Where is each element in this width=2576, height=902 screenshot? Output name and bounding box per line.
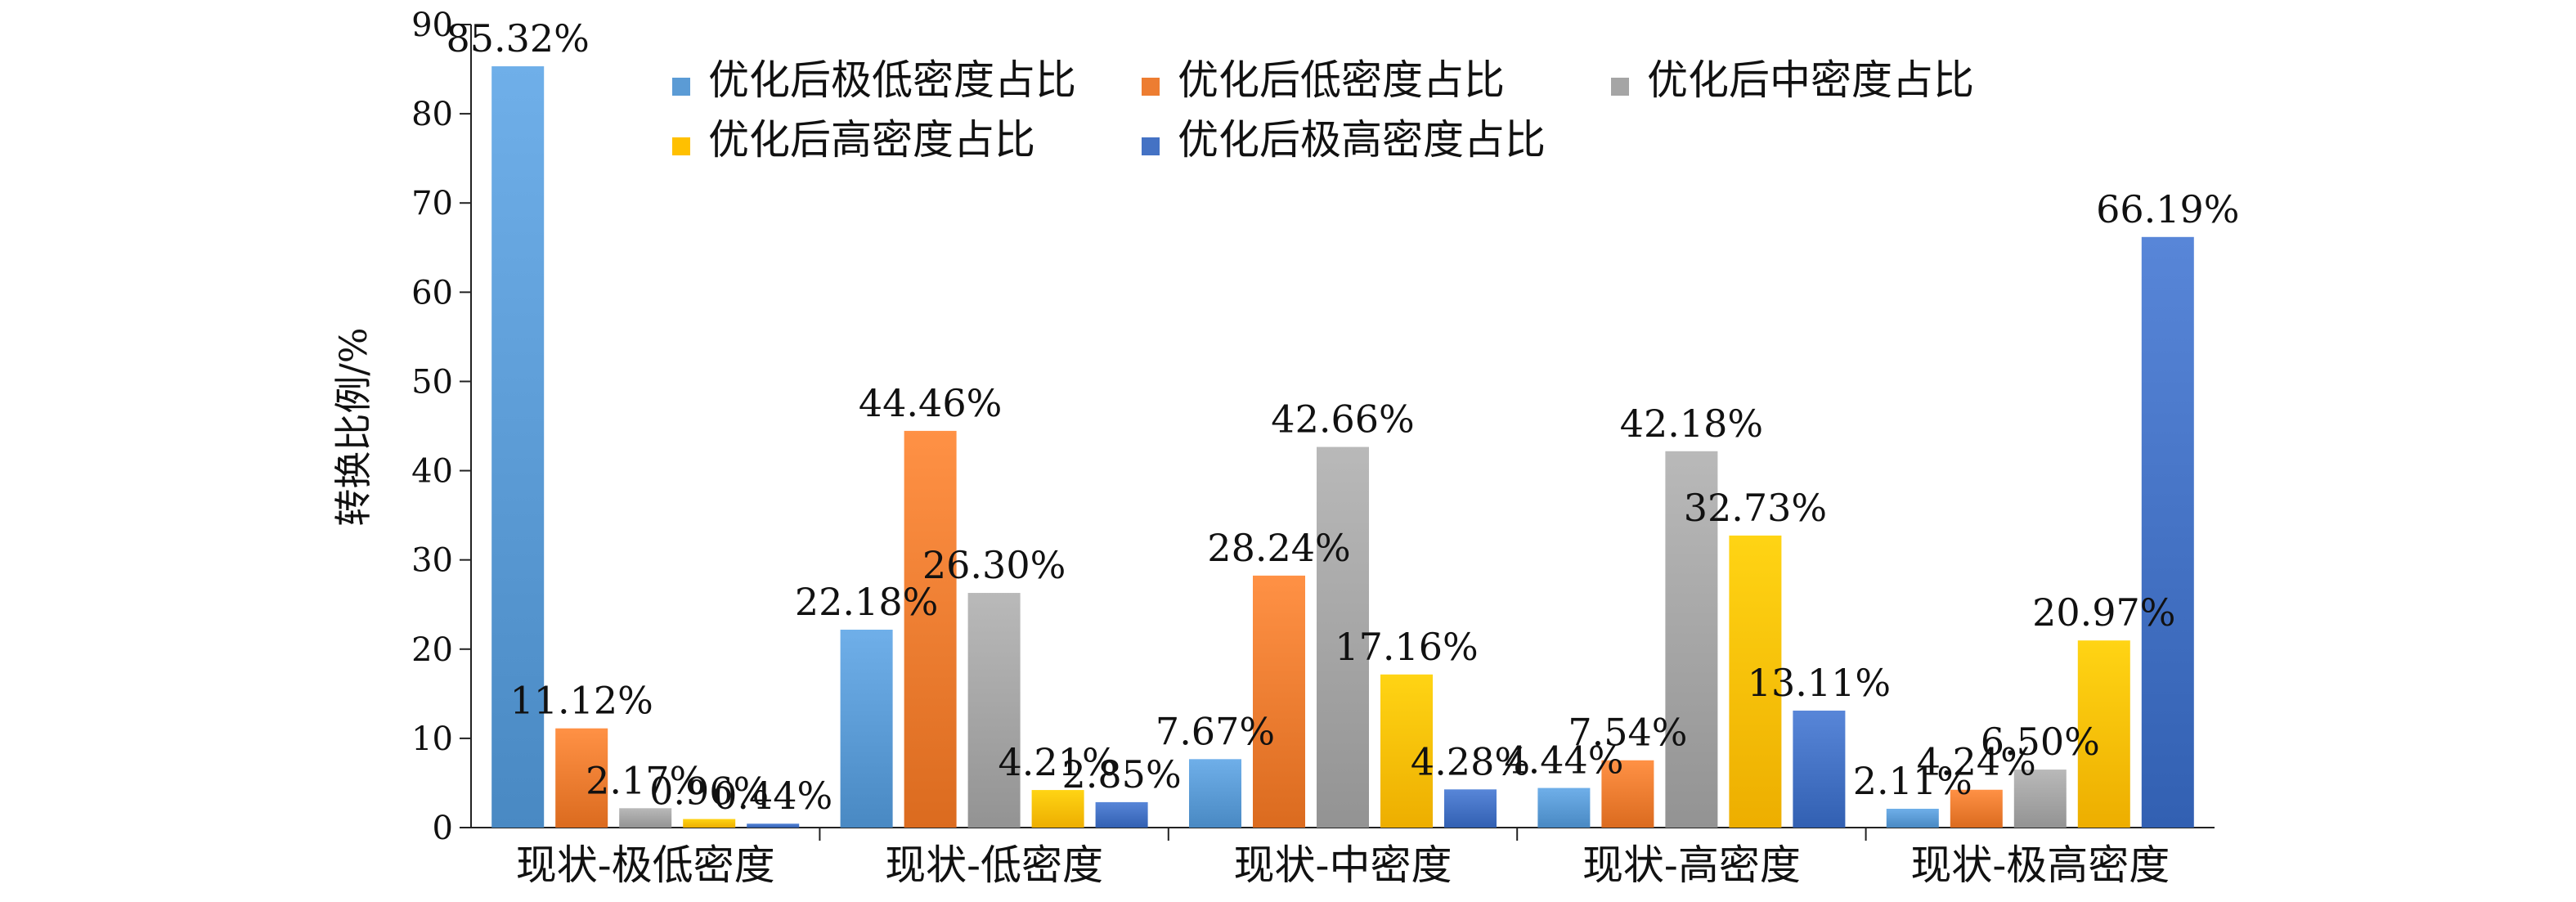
data-label: 85.32% [446, 16, 589, 61]
y-tick-label: 50 [411, 363, 453, 401]
x-category-label: 现状-极高密度 [1910, 841, 2170, 889]
x-category-label: 现状-低密度 [885, 841, 1103, 889]
legend-item-2: 优化后低密度占比 [1142, 56, 1505, 104]
y-tick-label: 0 [433, 810, 453, 847]
bar-4-5 [2077, 640, 2130, 828]
data-label: 32.73% [1684, 486, 1827, 530]
bar-1-1 [491, 66, 545, 828]
legend-label: 优化后高密度占比 [708, 116, 1035, 164]
legend-item-5: 优化后极高密度占比 [1142, 116, 1546, 164]
data-label: 28.24% [1207, 526, 1350, 570]
data-label: 4.24% [1917, 740, 2036, 784]
y-tick-label: 90 [411, 7, 453, 44]
y-tick-label: 30 [411, 542, 453, 580]
data-label: 20.97% [2032, 590, 2175, 635]
bar-2-3 [1253, 575, 1305, 828]
bar-2-4 [1601, 760, 1654, 828]
bar-4-4 [1729, 535, 1782, 828]
y-axis-title: 转换比例/% [331, 327, 375, 526]
data-label: 4.28% [1411, 739, 1530, 783]
y-tick-label: 20 [411, 631, 453, 669]
data-labels-layer: 85.32% 11.12% 2.17%0.96%0.44% 22.18% 44.46% 2… [446, 16, 2239, 818]
bar-3-3 [1317, 447, 1369, 828]
x-category-label: 现状-高密度 [1582, 841, 1801, 889]
y-tick-label: 40 [411, 453, 453, 491]
data-label: 7.54% [1568, 711, 1687, 755]
bar-5-1 [747, 823, 800, 828]
bar-1-2 [840, 629, 893, 828]
bar-5-3 [1444, 789, 1497, 828]
data-label: 6.50% [1981, 720, 2100, 764]
y-tick-label: 60 [411, 274, 453, 312]
bar-1-3 [1189, 759, 1241, 828]
bar-2-1 [555, 728, 608, 828]
bar-5-2 [1095, 801, 1148, 828]
data-label: 2.85% [1062, 752, 1182, 797]
bar-3-4 [1665, 451, 1718, 828]
x-category-label: 现状-中密度 [1234, 841, 1452, 889]
bar-3-2 [967, 593, 1021, 828]
data-label: 2.11% [1853, 759, 1972, 803]
legend-swatch [1142, 137, 1160, 155]
legend-label: 优化后极低密度占比 [708, 56, 1076, 104]
data-label: 4.44% [1504, 738, 1623, 783]
bar-4-1 [683, 819, 736, 828]
data-label: 4.21% [999, 740, 1118, 784]
data-label: 42.66% [1271, 397, 1414, 442]
data-label: 26.30% [922, 543, 1066, 587]
data-label: 22.18% [795, 580, 938, 624]
data-label: 17.16% [1335, 625, 1478, 669]
bar-5-4 [1793, 710, 1846, 828]
legend-item-3: 优化后中密度占比 [1611, 56, 1974, 104]
x-category-label: 现状-极低密度 [516, 841, 775, 889]
bar-2-5 [1950, 789, 2003, 828]
legend-swatch [672, 137, 690, 155]
data-label: 2.17% [586, 758, 705, 802]
legend-label: 优化后低密度占比 [1178, 56, 1505, 104]
legend-swatch [1611, 78, 1629, 96]
data-label: 42.18% [1620, 402, 1763, 446]
legend-item-4: 优化后高密度占比 [672, 116, 1035, 164]
bar-1-5 [1886, 808, 1939, 828]
data-label: 0.96% [649, 770, 769, 814]
y-tick-label: 80 [411, 96, 453, 133]
legend-item-1: 优化后极低密度占比 [672, 56, 1076, 104]
bar-5-5 [2141, 236, 2194, 828]
bar-3-5 [2013, 770, 2067, 828]
bars-layer [491, 66, 2194, 828]
bar-4-2 [1031, 790, 1084, 828]
legend-label: 优化后极高密度占比 [1178, 116, 1546, 164]
data-label: 7.67% [1156, 709, 1275, 753]
y-tick-label: 70 [411, 185, 453, 222]
bar-3-1 [619, 808, 672, 828]
plot-area: 0 10 20 30 40 50 60 70 80 90 现状-极低密度 现状-低密度 现状-中密度 现状… [411, 7, 2215, 889]
legend-swatch [672, 78, 690, 96]
data-label: 0.44% [713, 774, 832, 818]
data-label: 11.12% [509, 679, 653, 723]
legend-swatch [1142, 78, 1160, 96]
data-label: 66.19% [2096, 187, 2239, 231]
bar-1-4 [1537, 788, 1591, 828]
bar-4-3 [1380, 674, 1433, 828]
y-tick-label: 10 [411, 720, 453, 758]
data-label: 44.46% [859, 381, 1002, 425]
data-label: 13.11% [1748, 661, 1891, 705]
bar-2-2 [904, 430, 957, 828]
legend-label: 优化后中密度占比 [1647, 56, 1974, 104]
